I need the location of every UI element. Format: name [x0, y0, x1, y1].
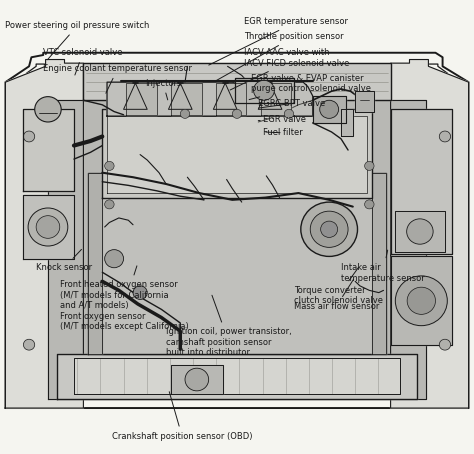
Polygon shape	[88, 173, 386, 354]
Polygon shape	[395, 211, 445, 252]
Circle shape	[105, 250, 124, 268]
Circle shape	[439, 339, 451, 350]
Circle shape	[301, 202, 357, 257]
Polygon shape	[171, 365, 223, 395]
Polygon shape	[355, 91, 374, 112]
Polygon shape	[23, 109, 74, 191]
Circle shape	[284, 109, 294, 118]
Polygon shape	[313, 96, 346, 123]
Polygon shape	[107, 82, 313, 116]
Circle shape	[254, 80, 274, 100]
Circle shape	[133, 286, 147, 300]
Text: Knock sensor: Knock sensor	[36, 249, 92, 272]
Circle shape	[407, 219, 433, 244]
Polygon shape	[341, 109, 353, 137]
Polygon shape	[391, 257, 452, 345]
Text: Crankshaft position sensor (OBD): Crankshaft position sensor (OBD)	[112, 392, 252, 440]
Text: EGR valve: EGR valve	[258, 115, 306, 124]
Text: EGRC-BPT valve: EGRC-BPT valve	[258, 99, 326, 108]
Text: Power steering oil pressure switch: Power steering oil pressure switch	[5, 21, 150, 60]
Polygon shape	[261, 83, 292, 115]
Text: Throttle position sensor: Throttle position sensor	[216, 32, 344, 81]
Polygon shape	[102, 109, 372, 197]
Circle shape	[105, 161, 114, 170]
Circle shape	[320, 221, 337, 237]
Polygon shape	[83, 63, 391, 100]
Circle shape	[185, 368, 209, 391]
Polygon shape	[126, 83, 156, 115]
Circle shape	[365, 161, 374, 170]
Text: IACV-AAC valve with
IACV-FICD solenoid valve: IACV-AAC valve with IACV-FICD solenoid v…	[230, 48, 349, 90]
Polygon shape	[216, 83, 246, 115]
Text: Ignition coil, power transistor,
camshaft position sensor
built into distributor: Ignition coil, power transistor, camshaf…	[166, 295, 292, 357]
Polygon shape	[171, 83, 201, 115]
Text: VTC solenoid valve: VTC solenoid valve	[43, 48, 123, 75]
Circle shape	[407, 287, 436, 314]
Text: Engine coolant temperature sensor: Engine coolant temperature sensor	[43, 64, 192, 93]
Circle shape	[23, 339, 35, 350]
Circle shape	[36, 216, 60, 238]
Circle shape	[232, 109, 242, 118]
Polygon shape	[57, 354, 417, 399]
Polygon shape	[107, 116, 367, 193]
Text: Intake air
temperature sensor: Intake air temperature sensor	[341, 250, 425, 282]
Polygon shape	[372, 173, 386, 354]
Circle shape	[310, 211, 348, 247]
Polygon shape	[391, 109, 452, 254]
Circle shape	[395, 276, 447, 326]
Polygon shape	[88, 173, 102, 354]
Polygon shape	[48, 100, 426, 399]
Circle shape	[35, 97, 61, 122]
Text: Fuel filter: Fuel filter	[263, 128, 303, 137]
Circle shape	[23, 131, 35, 142]
Circle shape	[28, 208, 68, 246]
Text: Front heated oxygen sensor
(M/T models for California
and A/T models)
Front oxyg: Front heated oxygen sensor (M/T models f…	[60, 266, 189, 331]
Text: Torque converter
clutch solenoid valve: Torque converter clutch solenoid valve	[294, 268, 383, 305]
Circle shape	[105, 200, 114, 209]
Polygon shape	[235, 78, 294, 103]
Text: Injectors: Injectors	[145, 79, 181, 100]
Polygon shape	[5, 59, 83, 408]
Circle shape	[439, 131, 451, 142]
Text: EGR temperature sensor: EGR temperature sensor	[209, 17, 348, 65]
Text: EGR valve & EVAP canister
purge control solenoid valve: EGR valve & EVAP canister purge control …	[249, 74, 371, 99]
Polygon shape	[23, 195, 74, 259]
Polygon shape	[391, 59, 469, 408]
Circle shape	[180, 109, 190, 118]
Polygon shape	[74, 358, 400, 395]
Circle shape	[365, 200, 374, 209]
Circle shape	[319, 100, 338, 118]
Text: Mass air flow sensor: Mass air flow sensor	[294, 279, 379, 311]
